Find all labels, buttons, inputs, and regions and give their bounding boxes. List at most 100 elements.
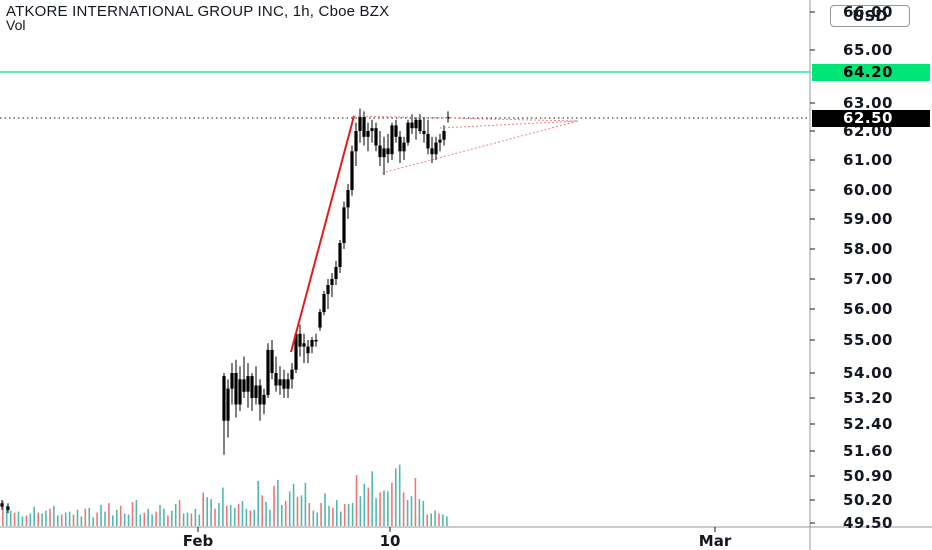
volume-bar [21, 516, 24, 526]
volume-bar [391, 482, 393, 526]
volume-bar [257, 480, 259, 526]
candle-body [342, 207, 346, 243]
volume-bar [17, 511, 20, 526]
candle-body [434, 142, 438, 155]
y-tick-label: 61.00 [843, 151, 893, 169]
volume-bar [379, 492, 381, 526]
volume-bar [438, 513, 440, 526]
level-price-label: 64.20 [843, 63, 893, 81]
volume-bar [273, 485, 275, 526]
candle-body [326, 285, 330, 294]
currency-button[interactable]: USD [830, 5, 910, 27]
volume-bar [112, 515, 114, 526]
y-tick-label: 55.00 [843, 331, 893, 349]
volume-bar [80, 516, 83, 526]
volume-bar [25, 515, 28, 526]
volume-bar [64, 512, 67, 526]
candle-body [254, 385, 258, 398]
volume-bar [336, 500, 338, 526]
candle-body [378, 145, 382, 158]
candle-body [270, 349, 274, 373]
volume-bar [178, 500, 181, 526]
candle-body [414, 119, 418, 129]
candle-body [246, 376, 250, 392]
candle-body [418, 119, 422, 131]
volume-bar [206, 497, 208, 526]
candle-body [386, 148, 390, 155]
volume-bar [194, 508, 197, 526]
y-tick-label: 51.60 [843, 442, 893, 460]
volume-bar [249, 510, 252, 526]
volume-bar [13, 512, 16, 526]
volume-bar [442, 514, 444, 526]
volume-bar [383, 490, 385, 526]
volume-bar [186, 512, 189, 526]
volume-bar [320, 503, 322, 526]
volume-bar [159, 504, 161, 526]
triangle-upper-line [353, 115, 579, 122]
current-price-label: 62.50 [843, 109, 893, 127]
volume-bar [218, 503, 220, 526]
volume-bar [104, 511, 106, 526]
candle-body [338, 243, 342, 267]
volume-bar [198, 514, 201, 526]
volume-bar [414, 478, 417, 526]
volume-bar [446, 516, 448, 526]
candle-body [234, 373, 238, 405]
candle-body [406, 122, 410, 143]
volume-bar [308, 503, 311, 526]
volume-bar [68, 511, 71, 526]
candle-body [350, 151, 354, 190]
volume-bar [135, 500, 138, 526]
candle-body [282, 379, 286, 389]
volume-bar [100, 504, 102, 526]
candle-body [346, 190, 350, 208]
x-tick-feb: Feb [183, 532, 214, 550]
candle-body [274, 373, 278, 386]
x-tick-10: 10 [380, 532, 401, 550]
y-tick-label: 58.00 [843, 240, 893, 258]
volume-bar [292, 483, 295, 526]
volume-bar [41, 513, 43, 526]
candle-body [394, 125, 398, 137]
volume-bar [363, 483, 366, 526]
triangle-mid-line [439, 120, 579, 129]
y-tick-label: 57.00 [843, 270, 893, 288]
volume-bar [214, 508, 216, 526]
candle-body [410, 122, 414, 129]
volume-bar [116, 509, 118, 526]
volume-bar [359, 496, 362, 526]
candle-body [266, 349, 270, 395]
volume-bar [139, 514, 142, 526]
candle-body [322, 294, 326, 313]
candle-body [334, 267, 338, 279]
volume-bar [355, 475, 358, 526]
volume-bar [167, 515, 169, 526]
candle-body [314, 340, 318, 342]
volume-bar [108, 503, 110, 526]
volume-bar [222, 487, 224, 526]
volume-bar [96, 512, 98, 526]
volume-bar [347, 503, 350, 526]
candle-body [286, 379, 290, 389]
candle-body [430, 148, 434, 155]
volume-bar [418, 499, 421, 526]
volume-bar [269, 509, 271, 526]
volume-bar [395, 468, 397, 526]
y-tick-label: 63.00 [843, 94, 893, 112]
volume-bar [367, 487, 370, 526]
volume-bar [343, 503, 346, 526]
volume-bar [296, 497, 299, 526]
candle-body [290, 369, 294, 380]
candle-body [398, 136, 402, 152]
volume-bar [29, 513, 32, 526]
volume-bar [45, 510, 47, 526]
volume-bar [398, 464, 401, 526]
volume-bar [210, 499, 212, 526]
volume-bar [284, 501, 287, 526]
candle-body [298, 333, 302, 347]
candle-body [318, 312, 322, 328]
level-price-badge [812, 64, 930, 81]
candle-body [258, 385, 262, 405]
